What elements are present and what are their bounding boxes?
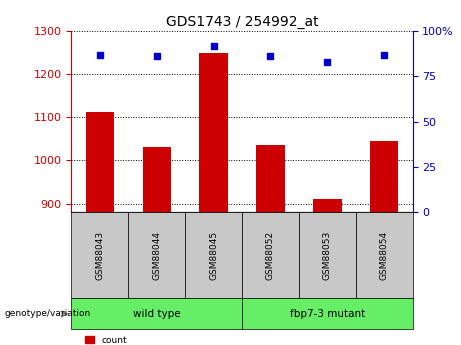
Text: genotype/variation: genotype/variation bbox=[5, 309, 91, 318]
Bar bbox=[142, 148, 171, 212]
Bar bbox=[256, 145, 285, 212]
Text: wild type: wild type bbox=[133, 309, 181, 319]
Bar bbox=[200, 52, 228, 212]
Bar bbox=[86, 112, 114, 212]
Text: GSM88044: GSM88044 bbox=[152, 231, 161, 280]
Legend: count, percentile rank within the sample: count, percentile rank within the sample bbox=[85, 336, 254, 345]
Text: GSM88045: GSM88045 bbox=[209, 231, 218, 280]
Text: GSM88043: GSM88043 bbox=[95, 231, 104, 280]
Bar bbox=[313, 199, 342, 212]
Bar bbox=[370, 141, 398, 212]
Text: GSM88053: GSM88053 bbox=[323, 231, 332, 280]
Text: GSM88052: GSM88052 bbox=[266, 231, 275, 280]
Text: fbp7-3 mutant: fbp7-3 mutant bbox=[290, 309, 365, 319]
Title: GDS1743 / 254992_at: GDS1743 / 254992_at bbox=[165, 14, 319, 29]
Text: GSM88054: GSM88054 bbox=[380, 231, 389, 280]
